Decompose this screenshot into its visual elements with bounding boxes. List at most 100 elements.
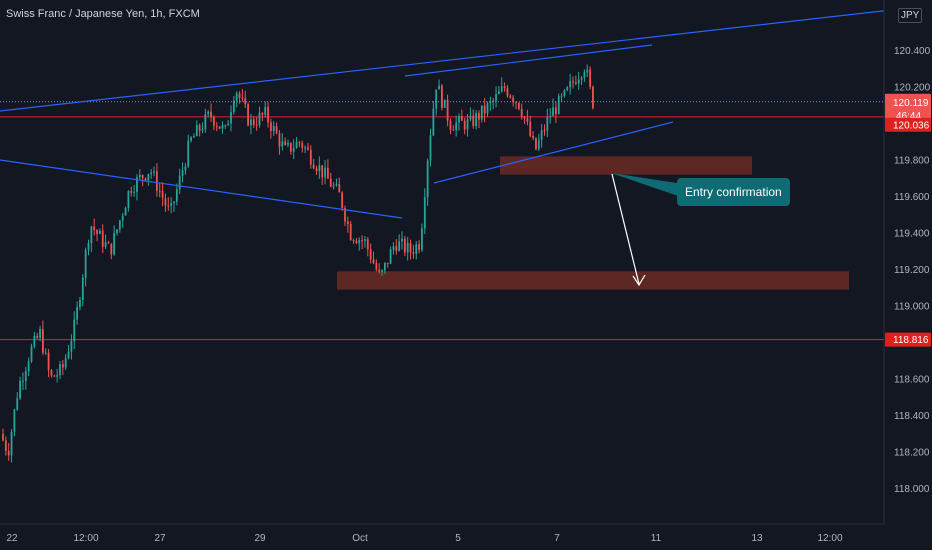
- candle: [517, 102, 520, 111]
- candle: [346, 216, 349, 233]
- candle: [577, 71, 580, 90]
- trendline-1: [404, 44, 653, 77]
- candle: [101, 224, 104, 254]
- candle: [463, 117, 466, 135]
- candle: [90, 225, 93, 253]
- candle: [275, 122, 278, 135]
- candle: [395, 239, 398, 255]
- candle: [61, 360, 64, 376]
- candle: [84, 247, 87, 287]
- candle: [443, 99, 446, 108]
- candle: [250, 113, 252, 135]
- candle: [366, 236, 369, 257]
- candle: [409, 239, 412, 260]
- candle: [241, 89, 244, 102]
- candle: [557, 93, 560, 115]
- candle: [252, 116, 255, 128]
- candle: [452, 125, 455, 131]
- candle: [227, 119, 230, 126]
- candle: [127, 190, 130, 212]
- level-tag-label-0: 120.036: [893, 120, 930, 131]
- candle: [47, 348, 50, 378]
- candle: [466, 113, 469, 137]
- candle: [107, 240, 110, 244]
- candle: [96, 228, 98, 242]
- candle: [344, 205, 346, 227]
- candle: [215, 122, 218, 132]
- candle: [238, 91, 241, 104]
- candle: [195, 120, 198, 137]
- candle: [295, 137, 298, 149]
- candle: [338, 177, 341, 193]
- candle: [327, 159, 329, 179]
- candle: [264, 101, 267, 118]
- candle: [56, 368, 59, 383]
- candle: [198, 123, 201, 137]
- candle: [432, 101, 435, 137]
- candle: [421, 223, 423, 252]
- candle: [190, 136, 192, 143]
- candle: [36, 332, 39, 340]
- candle: [492, 97, 495, 110]
- candle: [42, 320, 44, 356]
- candle: [2, 428, 4, 442]
- candle: [318, 156, 321, 179]
- candle: [170, 197, 173, 214]
- candle: [70, 334, 73, 360]
- candle: [403, 235, 406, 257]
- candle: [312, 158, 315, 170]
- y-tick-label: 119.200: [894, 265, 930, 276]
- candle: [221, 121, 224, 134]
- candle: [304, 145, 306, 154]
- candle: [270, 118, 272, 139]
- candle: [341, 191, 344, 211]
- candle: [24, 367, 27, 390]
- candle: [329, 172, 332, 188]
- candle: [124, 206, 127, 216]
- candle: [87, 239, 90, 256]
- candle: [93, 218, 96, 236]
- candle: [349, 220, 352, 241]
- price-axis[interactable]: [883, 0, 932, 550]
- candle: [563, 89, 566, 98]
- candle: [469, 107, 472, 122]
- candle: [321, 165, 324, 186]
- y-tick-label: 119.600: [894, 192, 930, 203]
- zone-0: [500, 156, 752, 175]
- candle: [475, 110, 477, 130]
- candle: [258, 106, 261, 128]
- x-tick-label: 5: [455, 533, 461, 544]
- candle: [50, 368, 53, 378]
- candle: [369, 243, 372, 264]
- candle: [104, 234, 107, 249]
- plot-area[interactable]: [0, 8, 901, 463]
- candle: [298, 140, 301, 148]
- candle: [435, 89, 438, 116]
- currency-badge[interactable]: JPY: [898, 8, 923, 23]
- price-axis-ticks: 118.000 118.200 118.400 118.600 119.000 119.2…: [894, 46, 931, 495]
- time-axis[interactable]: [0, 523, 932, 550]
- candle: [76, 301, 78, 325]
- candle: [523, 115, 526, 124]
- candle: [569, 73, 572, 95]
- candle: [592, 85, 594, 110]
- candles: [2, 64, 594, 463]
- time-axis-ticks: 22 12:00 27 29 Oct 5 7 11 13 12:00: [6, 533, 843, 544]
- candle: [441, 83, 443, 111]
- candle: [30, 343, 33, 363]
- candle: [4, 436, 7, 456]
- candle: [392, 242, 395, 255]
- candle: [267, 101, 269, 128]
- candle: [572, 76, 574, 89]
- candle: [184, 163, 187, 175]
- candle: [381, 269, 383, 276]
- x-tick-label: 13: [751, 533, 763, 544]
- candle: [335, 178, 338, 187]
- candle: [113, 225, 116, 256]
- candle: [138, 169, 141, 180]
- y-tick-label: 118.200: [894, 448, 930, 459]
- entry-confirmation-callout[interactable]: Entry confirmation: [677, 178, 790, 206]
- y-tick-label: 118.400: [894, 411, 930, 422]
- candle: [178, 168, 181, 194]
